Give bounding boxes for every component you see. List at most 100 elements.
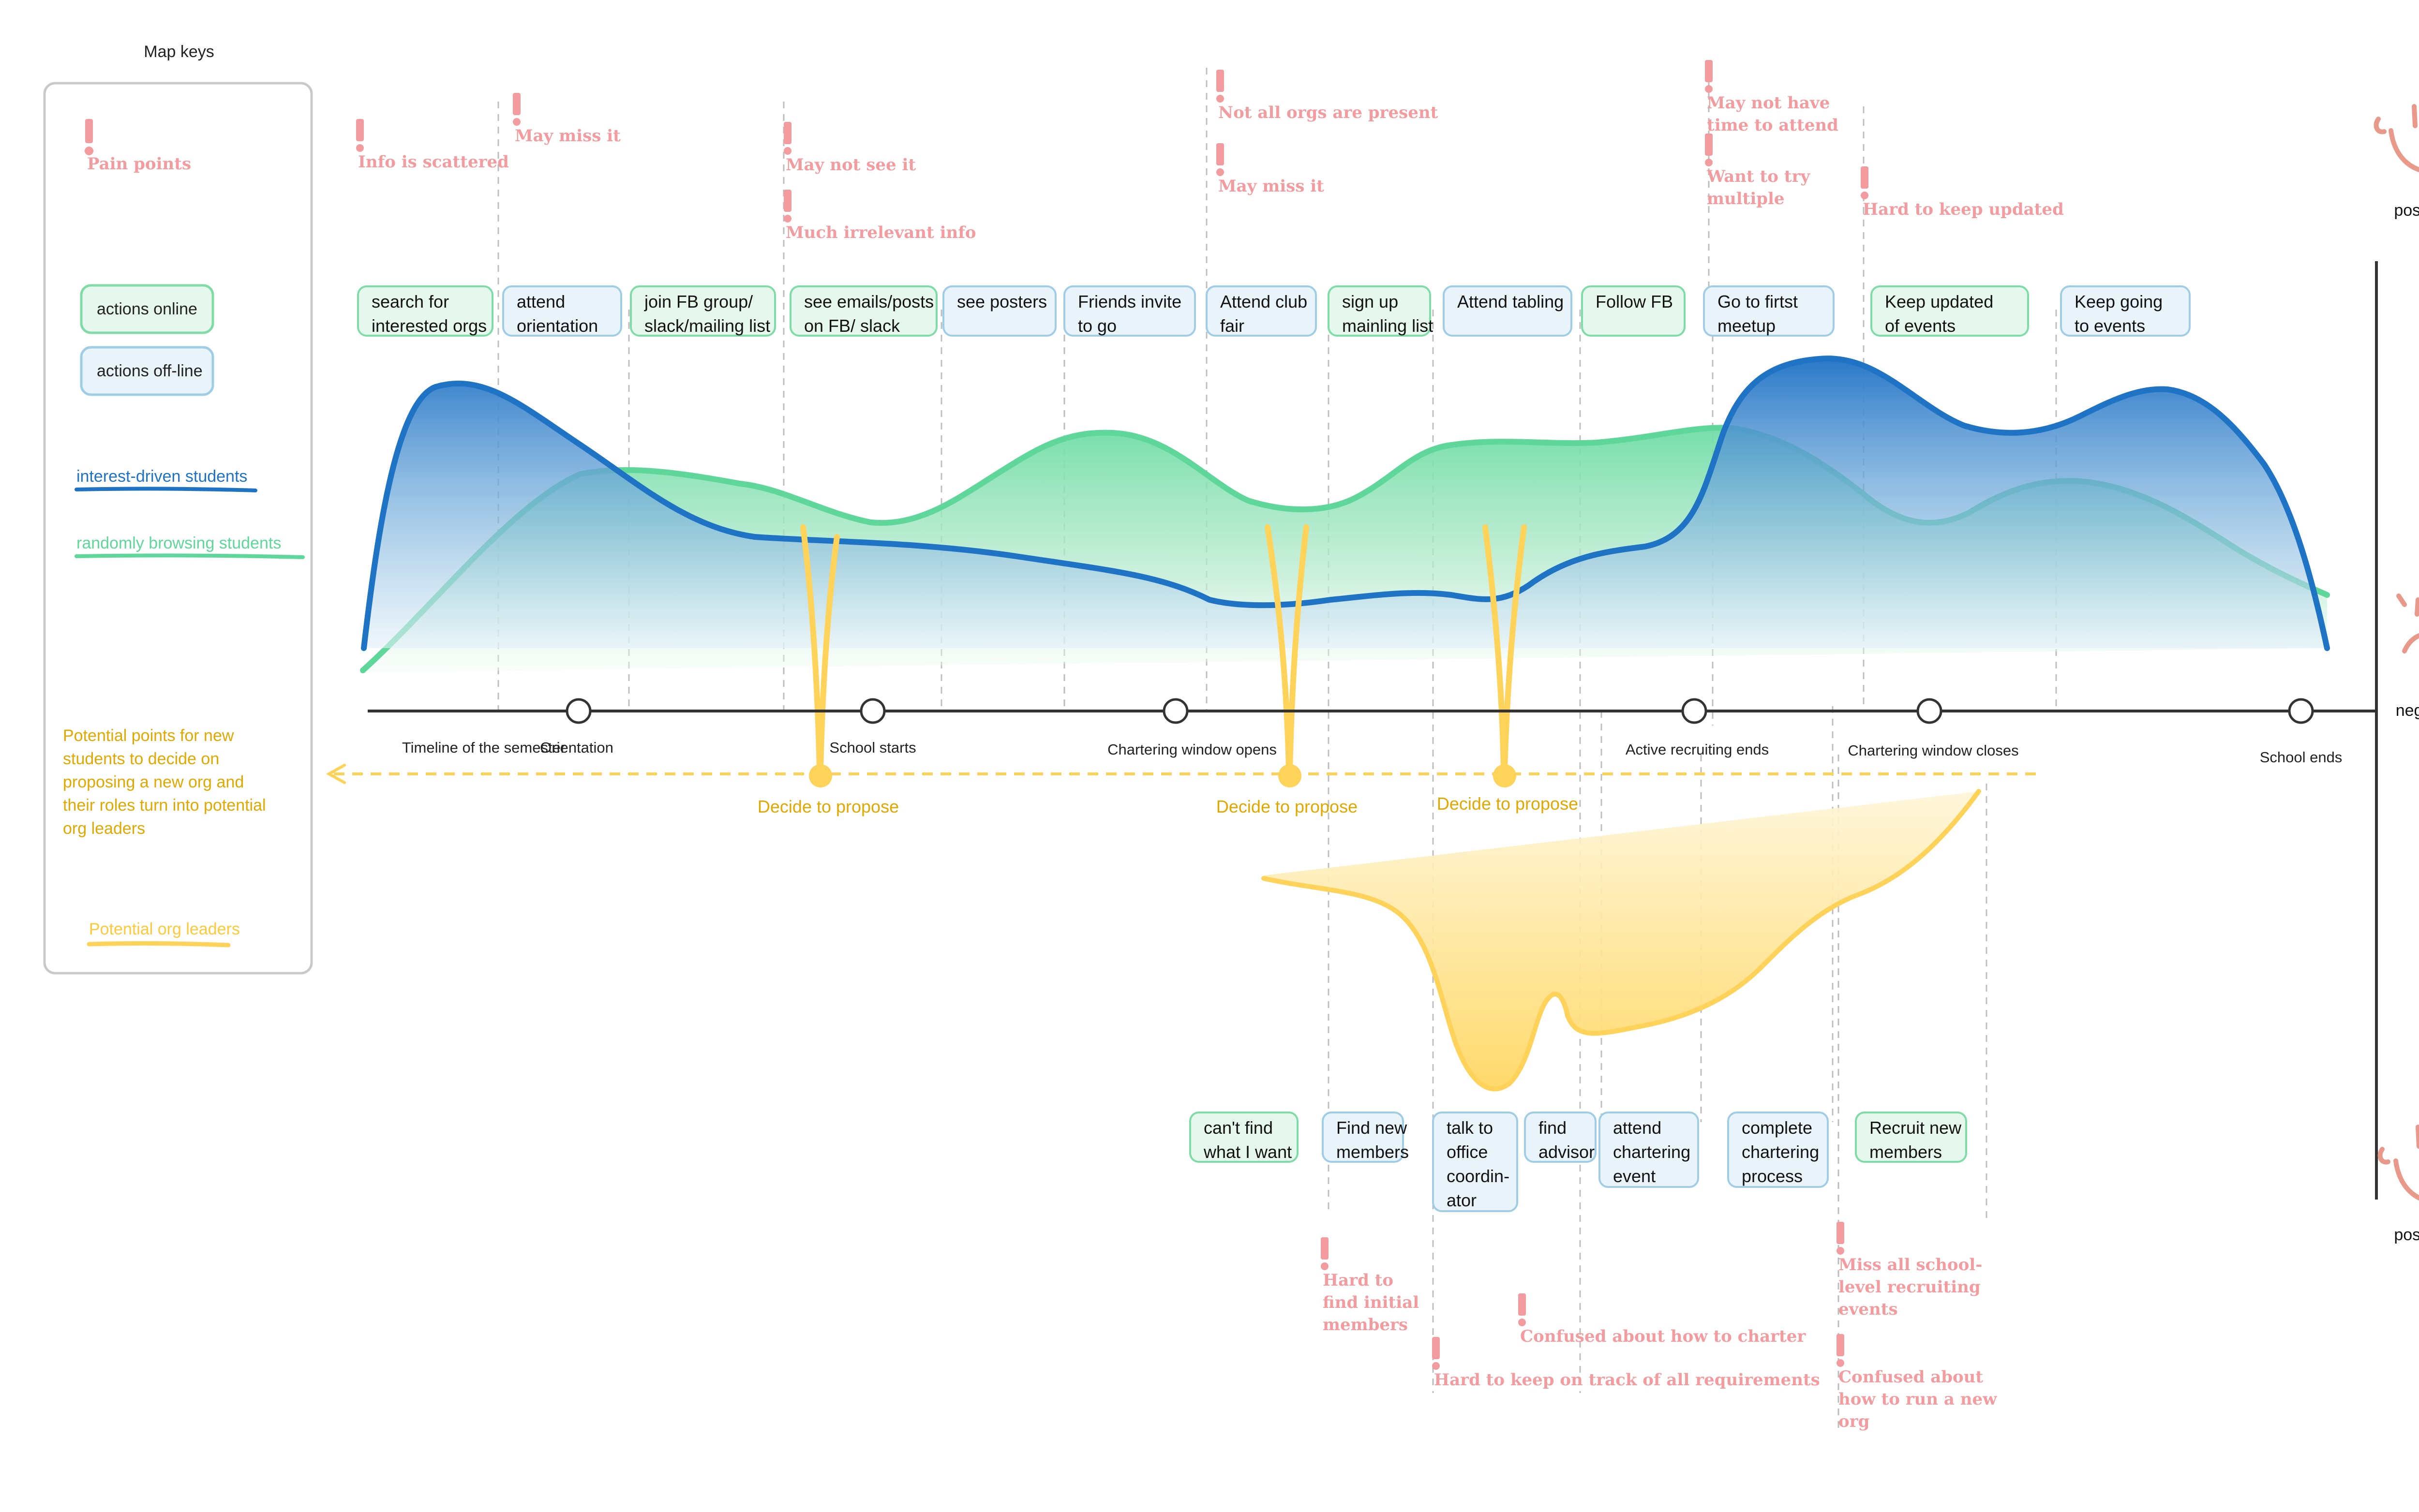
legend-online-swatch bbox=[80, 284, 214, 334]
action-top-text: interested orgs bbox=[372, 316, 487, 336]
pain-points-top: Info is scattered May miss it May not see … bbox=[356, 60, 2064, 242]
timeline-node-chartering-opens bbox=[1163, 698, 1189, 724]
exclamation-icon bbox=[1837, 1334, 1844, 1367]
timeline-label-semester: Timeline of the semester bbox=[402, 739, 566, 756]
pain-top-text: May not see it bbox=[786, 155, 916, 175]
pain-points-bottom: Hard to find initial members Confused about… bbox=[1321, 1222, 1997, 1431]
pain-bottom-5: Confused about how to run a new org bbox=[1837, 1334, 1997, 1431]
svg-text:proposing a new org and: proposing a new org and bbox=[63, 773, 244, 791]
action-top-6: Friends invite to go bbox=[1063, 285, 1196, 337]
decision-arrow-2 bbox=[1265, 524, 1292, 773]
decision-arrow-1 bbox=[800, 524, 822, 773]
emotion-scale: positive negative positive bbox=[2374, 104, 2419, 1244]
timeline-node-orientation bbox=[566, 698, 592, 724]
action-bottom-frame bbox=[1322, 1112, 1404, 1163]
action-bottom-text: chartering bbox=[1742, 1142, 1819, 1162]
action-top-frame bbox=[357, 285, 493, 337]
legend-leaders-label: Potential org leaders bbox=[89, 920, 240, 938]
pain-top-9: Hard to keep updated bbox=[1861, 166, 2064, 219]
action-bottom-text: members bbox=[1336, 1142, 1409, 1162]
exclamation-icon bbox=[1705, 133, 1713, 166]
action-bottom-6: complete chartering process bbox=[1727, 1112, 1829, 1188]
action-bottom-text: attend bbox=[1613, 1118, 1661, 1138]
action-top-text: search for bbox=[372, 292, 449, 311]
action-top-5: see posters bbox=[942, 285, 1057, 337]
pain-bottom-1: Hard to find initial members bbox=[1321, 1237, 1419, 1334]
decision-arrow-3b bbox=[1502, 524, 1527, 773]
action-top-text: to events bbox=[2075, 316, 2145, 336]
guide-lines bbox=[497, 68, 2057, 1432]
pain-top-text: Not all orgs are present bbox=[1218, 103, 1438, 122]
exclamation-icon bbox=[1705, 60, 1713, 93]
svg-text:org leaders: org leaders bbox=[63, 819, 145, 838]
exclamation-icon bbox=[1432, 1337, 1440, 1370]
legend-interest-underline bbox=[75, 487, 257, 492]
action-top-frame bbox=[1443, 285, 1572, 337]
action-bottom-frame bbox=[1727, 1112, 1829, 1188]
decide-dot-2 bbox=[1278, 764, 1301, 787]
action-bottom-text: what I want bbox=[1203, 1142, 1292, 1162]
timeline-node-chartering-closes bbox=[1916, 698, 1942, 724]
timeline-node-recruiting-ends bbox=[1681, 698, 1707, 724]
action-top-text: Attend club bbox=[1220, 292, 1307, 311]
exclamation-icon bbox=[356, 119, 364, 152]
exclamation-icon bbox=[1861, 166, 1868, 199]
pain-bottom-4: Miss all school-level recruiting events bbox=[1837, 1222, 1982, 1319]
timeline-label-orientation: Orientation bbox=[540, 739, 613, 756]
action-bottom-text: talk to bbox=[1447, 1118, 1493, 1138]
action-top-text: fair bbox=[1220, 316, 1244, 336]
action-top-frame bbox=[630, 285, 776, 337]
action-bottom-text: find bbox=[1538, 1118, 1567, 1138]
action-top-frame bbox=[1581, 285, 1686, 337]
decision-arrow-3 bbox=[1482, 524, 1507, 773]
exclamation-icon bbox=[1518, 1293, 1526, 1326]
action-bottom-frame bbox=[1598, 1112, 1699, 1188]
leader-curve-line bbox=[1261, 789, 1981, 1092]
action-top-11: Go to firtst meetup bbox=[1703, 285, 1835, 337]
action-bottom-frame bbox=[1189, 1112, 1299, 1163]
action-top-10: Follow FB bbox=[1581, 285, 1686, 337]
action-bottom-text: Recruit new bbox=[1869, 1118, 1962, 1138]
action-top-text: see posters bbox=[957, 292, 1047, 311]
pain-top-8: Want to try multiple bbox=[1705, 133, 1810, 208]
svg-text:their roles turn into potentia: their roles turn into potential bbox=[63, 796, 266, 815]
pain-bottom-text: Confused about how to charter bbox=[1520, 1327, 1806, 1346]
pain-bottom-text: level recruiting bbox=[1838, 1277, 1981, 1297]
action-top-frame bbox=[1206, 285, 1317, 337]
decision-arrow-2b bbox=[1287, 524, 1309, 773]
action-bottom-text: ator bbox=[1447, 1190, 1477, 1210]
exclamation-icon bbox=[1837, 1222, 1844, 1255]
action-top-2: attend orientation bbox=[502, 285, 622, 337]
action-top-text: of events bbox=[1885, 316, 1956, 336]
action-top-12: Keep updated of events bbox=[1870, 285, 2029, 337]
pain-top-text: Much irrelevant info bbox=[786, 223, 976, 242]
happy-face-bottom-icon bbox=[2377, 1125, 2419, 1201]
decide-label-1: Decide to propose bbox=[758, 797, 899, 816]
exclamation-icon bbox=[1216, 143, 1224, 176]
leader-timeline: Decide to propose Decide to propose Deci… bbox=[326, 764, 2037, 816]
legend-title: Map keys bbox=[144, 43, 214, 61]
action-top-frame bbox=[790, 285, 938, 337]
action-bottom-text: Find new bbox=[1336, 1118, 1407, 1138]
action-top-frame bbox=[942, 285, 1057, 337]
timeline-label-chartering-closes: Chartering window closes bbox=[1848, 742, 2018, 759]
sad-face-icon bbox=[2396, 593, 2419, 653]
action-top-text: Keep updated bbox=[1885, 292, 1993, 311]
action-bottom-frame bbox=[1855, 1112, 1967, 1163]
legend-offline-swatch bbox=[80, 346, 214, 396]
action-top-7: Attend club fair bbox=[1206, 285, 1317, 337]
exclamation-icon bbox=[784, 122, 791, 155]
legend-browsing-label: randomly browsing students bbox=[76, 534, 281, 552]
action-bottom-text: chartering bbox=[1613, 1142, 1690, 1162]
timeline-node-school-ends bbox=[2288, 698, 2314, 724]
legend-pain-icon bbox=[85, 119, 93, 155]
pain-top-text: Info is scattered bbox=[358, 152, 509, 172]
timeline-label-recruiting-ends: Active recruiting ends bbox=[1626, 741, 1769, 758]
action-top-text: orientation bbox=[517, 316, 598, 336]
legend-pain-label: Pain points bbox=[87, 154, 191, 174]
decision-arrows bbox=[800, 524, 1527, 773]
action-top-text: mainling list bbox=[1342, 316, 1433, 336]
action-bottom-7: Recruit new members bbox=[1855, 1112, 1967, 1163]
action-top-4: see emails/posts on FB/ slack bbox=[790, 285, 938, 337]
